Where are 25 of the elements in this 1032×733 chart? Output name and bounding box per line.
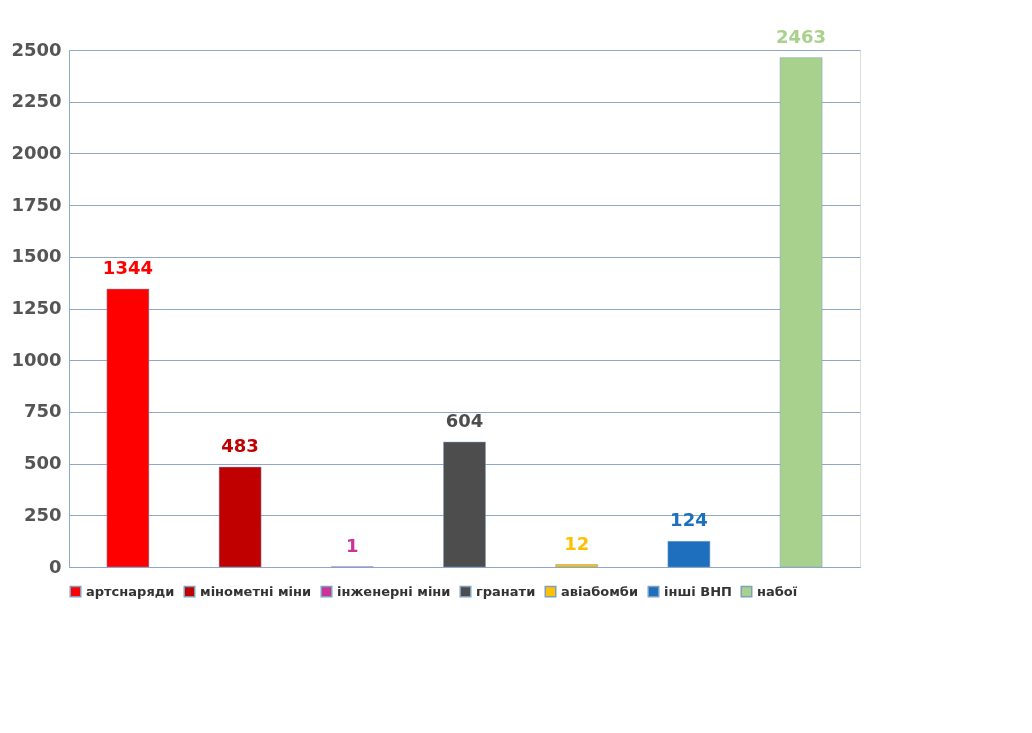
y-tick-label: 1250	[11, 297, 62, 318]
legend-label: інші ВНП	[664, 583, 732, 599]
data-label: 124	[670, 509, 708, 531]
y-tick-label: 1750	[11, 193, 62, 215]
legend-label: мінометні міни	[200, 583, 312, 599]
y-tick-label: 750	[23, 400, 62, 422]
data-label: 2463	[776, 25, 827, 47]
y-tick-label: 500	[23, 452, 62, 474]
y-tick-label: 2500	[11, 38, 62, 60]
data-label: 604	[445, 410, 484, 432]
data-label: 1344	[102, 257, 153, 279]
legend-label: інженерні міни	[337, 583, 451, 599]
legend-label: артснаряди	[86, 583, 175, 599]
legend-label: гранати	[476, 583, 536, 599]
y-tick-label: 1000	[11, 348, 62, 370]
y-tick-label: 250	[23, 503, 62, 525]
y-tick-label: 2250	[11, 90, 62, 112]
y-tick-label: 2000	[11, 141, 62, 163]
data-label: 1	[346, 534, 359, 556]
legend-label: набої	[757, 583, 798, 599]
legend-label: авіабомби	[561, 583, 639, 599]
data-label: 12	[564, 532, 590, 554]
y-tick-label: 0	[48, 555, 62, 577]
y-tick-label: 1500	[11, 245, 62, 267]
data-label: 483	[221, 435, 259, 457]
